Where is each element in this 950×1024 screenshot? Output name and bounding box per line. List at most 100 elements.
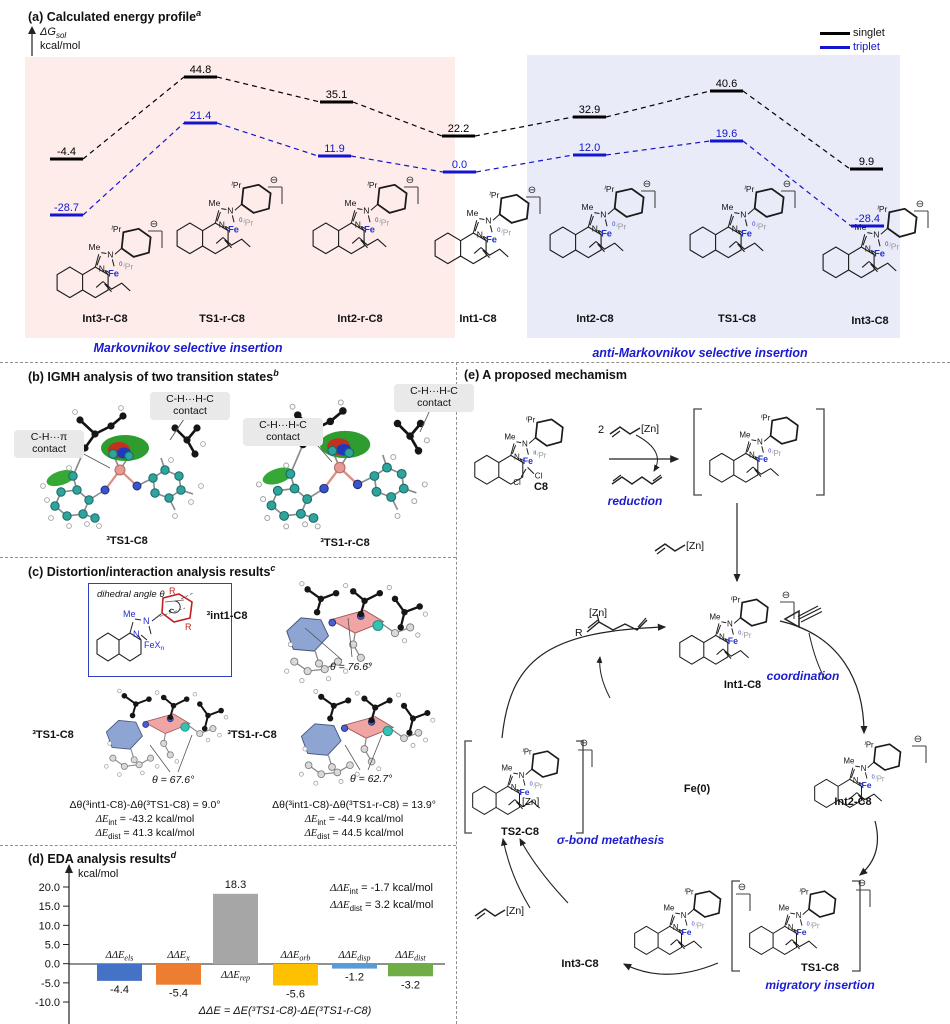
svg-text:ΔΔEorb: ΔΔEorb	[280, 950, 311, 963]
species-label: Int2-C8	[576, 313, 614, 325]
inset-r2: R	[185, 622, 192, 632]
svg-text:-5.4: -5.4	[169, 988, 188, 1000]
svg-text:0.0: 0.0	[45, 959, 60, 971]
energy-axis-unit: kcal/mol	[40, 40, 81, 52]
coordination-step-label: coordination	[766, 669, 840, 683]
eda-annotation-dist: ΔΔEdist = 3.2 kcal/mol	[330, 899, 434, 914]
svg-text:ΔΔEdisp: ΔΔEdisp	[337, 950, 370, 963]
svg-text:0.0: 0.0	[452, 159, 467, 171]
species-label: TS1-C8	[718, 313, 756, 325]
eda-bar-chart: kcal/mol 20.0 15.0 10.0 5.0 0.0 -5.0 -10.0 ΔΔEel…	[35, 864, 445, 1024]
edist-right: ΔEdist = 44.5 kcal/mol	[304, 827, 404, 842]
panel-a-title: (a) Calculated energy profilea	[28, 8, 202, 25]
anti-markovnikov-caption: anti-Markovnikov selective insertion	[592, 346, 808, 360]
panel-b-title: (b) IGMH analysis of two transition stat…	[28, 368, 279, 385]
ts1-c8-cycle-label: TS1-C8	[801, 962, 839, 974]
panel-d-title: (d) EDA analysis resultsd	[28, 850, 177, 867]
dtheta-left: Δθ(³int1-C8)-Δθ(³TS1-C8) = 9.0°	[69, 799, 221, 811]
ts1-r-c8-label: ³TS1-r-C8	[320, 537, 370, 549]
divider-a-be	[0, 362, 950, 363]
eda-footnote: ΔΔE = ΔE(³TS1-C8)-ΔE(³TS1-r-C8)	[198, 1005, 372, 1017]
divider-b-c	[0, 557, 456, 558]
theta-value: θ = 67.6°	[152, 774, 195, 786]
svg-text:-3.2: -3.2	[401, 979, 420, 991]
svg-text:44.8: 44.8	[190, 64, 211, 76]
svg-text:10.0: 10.0	[39, 920, 60, 932]
legend-triplet: triplet	[820, 41, 880, 53]
reduction-step-label: reduction	[607, 494, 663, 508]
migratory-insertion-step-label: migratory insertion	[765, 978, 875, 992]
stoichiometry-coefficient: 2	[598, 424, 604, 436]
svg-text:ΔΔEx: ΔΔEx	[166, 950, 190, 963]
svg-text:ΔΔEels: ΔΔEels	[105, 950, 134, 963]
svg-text:5.0: 5.0	[45, 940, 60, 952]
svg-text:kcal/mol: kcal/mol	[78, 868, 118, 880]
divider-vertical	[456, 362, 457, 1024]
energy-axis-quantity: ΔGsol	[40, 26, 67, 41]
contact-callout: C-H···π contact	[14, 430, 84, 458]
int3-c8-label: Int3-C8	[561, 958, 599, 970]
edist-left: ΔEdist = 41.3 kcal/mol	[95, 827, 195, 842]
int1-structure-label: ³int1-C8	[206, 610, 248, 622]
theta-value: θ = 62.7°	[350, 773, 393, 785]
svg-text:15.0: 15.0	[39, 901, 60, 913]
svg-text:18.3: 18.3	[225, 879, 246, 891]
sigma-bond-metathesis-step-label: σ-bond metathesis	[556, 833, 665, 847]
svg-text:22.2: 22.2	[448, 123, 469, 135]
species-label: Int3-r-C8	[82, 313, 128, 325]
dihedral-angle-inset: dihedral angle θ Me N N FeXn R R	[88, 583, 232, 677]
svg-text:19.6: 19.6	[716, 128, 737, 140]
species-label: Int1-C8	[459, 313, 497, 325]
svg-text:40.6: 40.6	[716, 78, 737, 90]
int2-c8-label: Int2-C8	[834, 796, 872, 808]
svg-text:-1.2: -1.2	[345, 972, 364, 984]
eint-left: ΔEint = -43.2 kcal/mol	[95, 813, 195, 828]
divider-c-d	[0, 845, 456, 846]
inset-me: Me	[123, 609, 136, 619]
species-label: Int3-C8	[851, 315, 889, 327]
int1-c8-label: Int1-C8	[723, 679, 762, 691]
ts1r-structure-label: ³TS1-r-C8	[227, 729, 277, 741]
svg-text:-28.4: -28.4	[855, 213, 880, 225]
inset-n1: N	[133, 629, 140, 639]
markovnikov-region-background	[25, 57, 455, 338]
svg-text:20.0: 20.0	[39, 882, 60, 894]
panel-c-title: (c) Distortion/interaction analysis resu…	[28, 563, 276, 580]
markovnikov-caption: Markovnikov selective insertion	[93, 341, 283, 355]
species-label: Int2-r-C8	[337, 313, 383, 325]
inset-fex: FeXn	[144, 640, 165, 652]
dtheta-right: Δθ(³int1-C8)-Δθ(³TS1-r-C8) = 13.9°	[272, 799, 436, 811]
triplet-line-icon	[820, 45, 850, 49]
svg-text:-4.4: -4.4	[57, 146, 76, 158]
svg-text:35.1: 35.1	[326, 89, 347, 101]
svg-text:9.9: 9.9	[859, 156, 874, 168]
svg-text:-28.7: -28.7	[54, 202, 79, 214]
panel-e-title: (e) A proposed mechamism	[464, 368, 628, 382]
svg-text:32.9: 32.9	[579, 104, 600, 116]
mechanism-scheme: 2 [Zn]	[464, 408, 927, 975]
svg-text:ΔΔErep: ΔΔErep	[220, 970, 250, 983]
inset-caption: dihedral angle θ	[97, 589, 165, 600]
svg-text:-10.0: -10.0	[35, 997, 60, 1009]
svg-text:ΔΔEdist: ΔΔEdist	[394, 950, 426, 963]
ts1-c8-label: ³TS1-C8	[106, 535, 148, 547]
singlet-line-icon	[820, 31, 850, 35]
svg-text:-5.0: -5.0	[41, 978, 60, 990]
eda-annotation-int: ΔΔEint = -1.7 kcal/mol	[330, 882, 433, 897]
c8-label: C8	[533, 481, 549, 493]
legend-singlet: singlet	[820, 27, 885, 39]
energy-axis-arrow-icon	[28, 26, 36, 56]
zn-in-ts2: [Zn]	[522, 797, 539, 808]
species-label: TS1-r-C8	[199, 313, 245, 325]
fe0-label: Fe(0)	[683, 783, 711, 795]
contact-callout: C-H···H-C contact	[243, 418, 323, 446]
eint-right: ΔEint = -44.9 kcal/mol	[304, 813, 404, 828]
ts2-c8-label: TS2-C8	[501, 826, 539, 838]
inset-r1: R	[169, 586, 176, 596]
contact-callout: C-H···H-C contact	[394, 384, 474, 412]
energy-profile-chart: -4.4 44.8 35.1 22.2 32.9 40.6 9.9 -28.7 21.4 11.9…	[50, 64, 884, 228]
ts1-structure-label: ³TS1-C8	[32, 729, 74, 741]
